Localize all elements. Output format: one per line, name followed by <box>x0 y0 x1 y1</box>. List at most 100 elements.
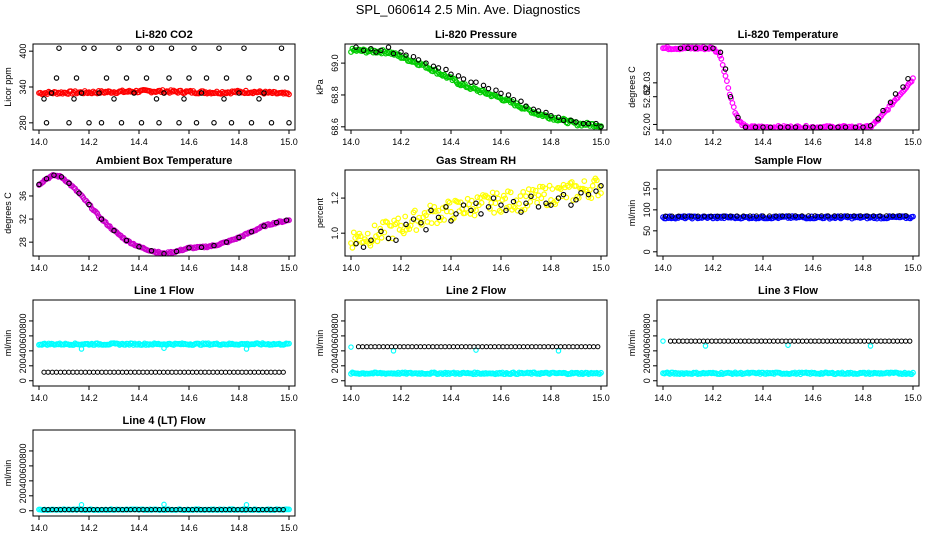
data-point <box>598 190 604 197</box>
data-point <box>816 338 822 344</box>
y-tick-label: 50 <box>642 226 652 236</box>
data-point <box>500 344 506 350</box>
data-point <box>43 175 50 182</box>
data-point <box>892 91 899 97</box>
data-point <box>214 369 220 375</box>
y-tick-label: 400 <box>18 473 28 488</box>
data-point <box>521 206 528 213</box>
data-point <box>385 44 392 50</box>
data-point <box>563 194 570 201</box>
x-tick-label: 14.4 <box>130 263 148 273</box>
data-point <box>283 217 290 223</box>
data-point <box>378 47 384 54</box>
data-point <box>74 369 80 375</box>
y-axis-label: ml/min <box>315 330 325 357</box>
data-point <box>116 45 122 51</box>
data-point <box>156 87 163 94</box>
data-point <box>543 200 549 207</box>
data-point <box>62 369 68 375</box>
data-point <box>475 344 481 350</box>
data-point <box>418 219 424 226</box>
data-point <box>688 338 694 344</box>
data-point <box>548 112 554 119</box>
data-point <box>428 220 435 227</box>
series-group <box>36 171 292 256</box>
data-point <box>165 369 171 375</box>
data-point <box>286 217 292 224</box>
data-point <box>428 207 434 214</box>
data-point <box>468 197 475 204</box>
data-point <box>123 369 130 375</box>
data-point <box>78 90 85 96</box>
y-tick-label: 200 <box>18 488 28 503</box>
data-point <box>372 344 378 350</box>
data-point <box>348 344 354 350</box>
data-point <box>286 120 292 126</box>
panel-title: Sample Flow <box>754 155 822 167</box>
data-point <box>443 204 449 210</box>
data-point <box>841 338 847 344</box>
data-point <box>479 344 485 350</box>
y-tick-label: 600 <box>330 328 340 343</box>
x-tick-label: 15.0 <box>280 263 298 273</box>
data-point <box>355 344 362 350</box>
data-point <box>775 338 781 344</box>
data-point <box>283 75 290 81</box>
data-point <box>541 344 547 350</box>
data-point <box>875 116 881 122</box>
data-point <box>58 174 65 180</box>
series-spikes <box>78 345 250 352</box>
data-point <box>802 124 809 130</box>
data-point <box>453 211 459 217</box>
data-point <box>96 90 102 96</box>
data-point <box>562 344 568 350</box>
data-point <box>535 204 542 210</box>
data-point <box>538 195 545 202</box>
data-point <box>156 120 162 126</box>
data-point <box>410 216 417 222</box>
data-point <box>276 369 282 375</box>
series-group <box>660 338 916 378</box>
data-point <box>580 120 587 127</box>
data-point <box>908 78 915 85</box>
data-point <box>721 213 727 219</box>
data-point <box>186 75 192 81</box>
data-point <box>537 344 543 350</box>
data-point <box>496 207 503 214</box>
data-point <box>111 369 117 375</box>
series-2-5-min-ave <box>41 369 286 375</box>
data-point <box>722 73 729 79</box>
y-tick-label: 800 <box>642 313 652 328</box>
data-point <box>758 338 764 344</box>
x-tick-label: 14.2 <box>80 393 98 403</box>
data-point <box>908 371 915 378</box>
data-point <box>286 340 292 347</box>
panel-title: Line 2 Flow <box>446 285 506 297</box>
data-point <box>210 369 216 375</box>
data-point <box>555 195 562 201</box>
data-point <box>677 45 684 51</box>
data-point <box>900 84 906 90</box>
x-tick-label: 14.8 <box>230 523 248 533</box>
series-2-5-min-ave <box>36 172 290 256</box>
data-point <box>355 233 361 240</box>
data-point <box>111 96 117 102</box>
data-point <box>593 177 600 184</box>
panel-co2: Li-820 CO2 Licor ppm 14.0 14.2 14.4 14.6 14.8 1… <box>3 29 298 147</box>
data-point <box>203 75 210 81</box>
data-point <box>286 91 292 98</box>
y-tick-label: 0 <box>18 508 28 513</box>
data-point <box>886 338 892 344</box>
data-point <box>700 338 707 344</box>
data-point <box>381 229 388 236</box>
data-point <box>492 200 499 207</box>
x-tick-label: 14.2 <box>80 523 98 533</box>
data-point <box>186 245 192 251</box>
data-point <box>817 124 824 130</box>
data-point <box>261 90 267 96</box>
data-point <box>161 345 167 351</box>
y-tick-label: 400 <box>18 44 28 59</box>
data-point <box>692 338 698 344</box>
data-point <box>709 338 715 344</box>
data-point <box>574 193 581 200</box>
